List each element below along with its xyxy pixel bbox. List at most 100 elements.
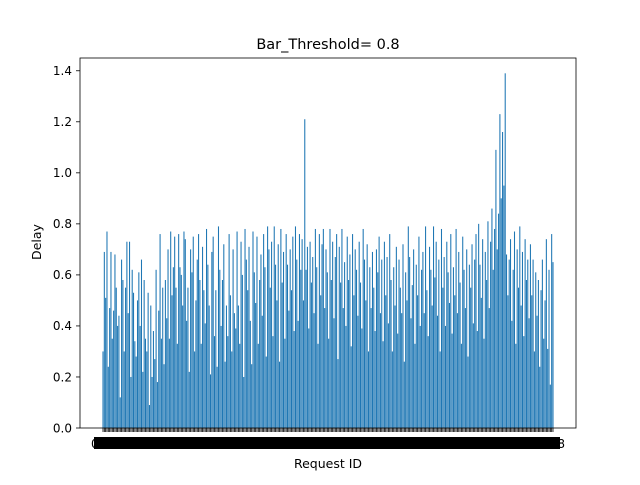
bar (240, 241, 242, 428)
bar (114, 254, 116, 428)
bar (215, 290, 217, 428)
bar (288, 310, 290, 428)
bar (147, 292, 149, 428)
bar (496, 249, 498, 428)
bar (462, 236, 464, 428)
bar (292, 236, 294, 428)
bar (267, 226, 269, 428)
bar (300, 269, 302, 428)
bar (421, 269, 423, 428)
bar (188, 371, 190, 428)
bar (435, 241, 437, 428)
bar (265, 356, 267, 428)
bar (407, 226, 409, 428)
bar (155, 269, 157, 428)
bar (366, 244, 368, 428)
bar (417, 295, 419, 428)
bar (527, 259, 529, 428)
bar (409, 257, 411, 428)
bar (544, 300, 546, 428)
bar (472, 323, 474, 428)
bar (308, 328, 310, 428)
bar (130, 376, 132, 428)
bar (232, 249, 234, 428)
bar (174, 236, 176, 428)
bar (353, 295, 355, 428)
bar (231, 351, 233, 428)
bar (322, 228, 324, 428)
bar (304, 119, 306, 429)
bar (105, 297, 107, 428)
bar (444, 325, 447, 428)
bar (196, 259, 198, 428)
bar (504, 73, 506, 428)
bar (264, 267, 266, 428)
bar (148, 405, 150, 428)
bar (321, 244, 323, 428)
bar (261, 315, 263, 428)
bar (125, 287, 127, 428)
bar (415, 264, 417, 428)
bar (452, 267, 454, 428)
bar (207, 264, 209, 428)
bar (349, 254, 351, 428)
bar (202, 246, 204, 428)
bar (390, 280, 392, 428)
bar (135, 356, 137, 428)
bar (422, 251, 424, 428)
bar (301, 239, 303, 428)
bar (545, 239, 547, 428)
bar (192, 236, 194, 428)
bar (374, 331, 376, 428)
bar (483, 338, 485, 428)
bar (272, 336, 274, 428)
bar (495, 149, 497, 429)
bar (142, 371, 144, 428)
bar (541, 259, 543, 428)
bar (532, 259, 534, 428)
bar (387, 323, 389, 428)
bar (356, 269, 358, 428)
bar (216, 366, 218, 428)
bar (467, 356, 469, 428)
bar (294, 226, 297, 428)
bar (394, 305, 396, 428)
bar (224, 361, 226, 428)
y-tick-label: 0.4 (53, 319, 72, 333)
bar (225, 305, 227, 428)
bar (296, 259, 298, 428)
bar (344, 262, 346, 428)
bar (427, 336, 429, 428)
bar (285, 234, 287, 428)
bar (110, 251, 112, 428)
bar (146, 351, 148, 428)
bar (405, 272, 407, 428)
bar (398, 259, 400, 428)
bar (256, 236, 258, 428)
bar (209, 374, 212, 428)
bar (515, 343, 517, 428)
bar (143, 280, 145, 428)
bar (537, 280, 539, 428)
bar (357, 315, 359, 428)
bar (371, 251, 373, 428)
bar (212, 236, 214, 428)
bar (512, 269, 514, 428)
bar (426, 290, 428, 428)
bar (119, 397, 121, 428)
bar (438, 259, 440, 428)
bar (305, 269, 307, 428)
bar (488, 308, 490, 428)
bar (290, 290, 293, 428)
bar (455, 228, 457, 428)
bar (333, 318, 335, 428)
bar (423, 313, 425, 428)
bar (531, 295, 533, 428)
bar (203, 290, 205, 428)
bar (459, 282, 461, 428)
bar (286, 264, 289, 428)
bar (460, 343, 462, 428)
bar (536, 315, 538, 428)
bar (508, 259, 510, 428)
bar (103, 251, 105, 428)
